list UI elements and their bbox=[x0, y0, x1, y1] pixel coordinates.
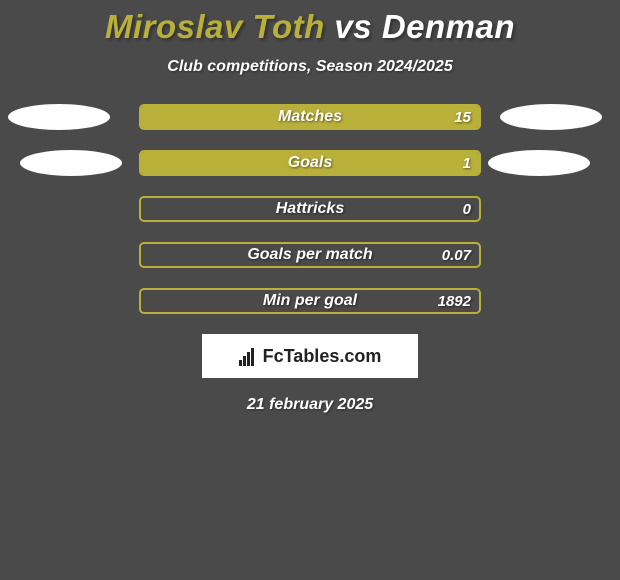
stat-bar: Hattricks0 bbox=[139, 196, 481, 222]
brand-box: FcTables.com bbox=[202, 334, 418, 378]
player2-name: Denman bbox=[382, 8, 515, 45]
player1-ellipse bbox=[20, 150, 122, 176]
stat-row: Goals1 bbox=[0, 150, 620, 176]
stat-label: Goals bbox=[141, 154, 479, 172]
stat-bar: Goals1 bbox=[139, 150, 481, 176]
date-text: 21 february 2025 bbox=[0, 396, 620, 414]
player1-name: Miroslav Toth bbox=[105, 8, 325, 45]
stat-label: Goals per match bbox=[141, 246, 479, 264]
stat-label: Hattricks bbox=[141, 200, 479, 218]
stat-bar: Min per goal1892 bbox=[139, 288, 481, 314]
vs-text: vs bbox=[325, 8, 382, 45]
stat-value-right: 0.07 bbox=[442, 247, 471, 264]
stat-value-right: 1892 bbox=[438, 293, 471, 310]
player2-ellipse bbox=[500, 104, 602, 130]
stat-bar: Matches15 bbox=[139, 104, 481, 130]
brand-text: FcTables.com bbox=[263, 346, 382, 367]
stat-row: Hattricks0 bbox=[0, 196, 620, 222]
stat-row: Min per goal1892 bbox=[0, 288, 620, 314]
chart-icon bbox=[239, 346, 259, 366]
stat-value-right: 1 bbox=[463, 155, 471, 172]
player2-ellipse bbox=[488, 150, 590, 176]
stat-value-right: 0 bbox=[463, 201, 471, 218]
subtitle: Club competitions, Season 2024/2025 bbox=[0, 58, 620, 76]
stat-label: Min per goal bbox=[141, 292, 479, 310]
stats-area: Matches15 Goals1 Hattricks0 Goals per match… bbox=[0, 104, 620, 314]
stat-value-right: 15 bbox=[454, 109, 471, 126]
page-title: Miroslav Toth vs Denman bbox=[0, 0, 620, 46]
stat-row: Goals per match0.07 bbox=[0, 242, 620, 268]
comparison-card: Miroslav Toth vs Denman Club competition… bbox=[0, 0, 620, 580]
stat-row: Matches15 bbox=[0, 104, 620, 130]
stat-label: Matches bbox=[141, 108, 479, 126]
player1-ellipse bbox=[8, 104, 110, 130]
stat-bar: Goals per match0.07 bbox=[139, 242, 481, 268]
